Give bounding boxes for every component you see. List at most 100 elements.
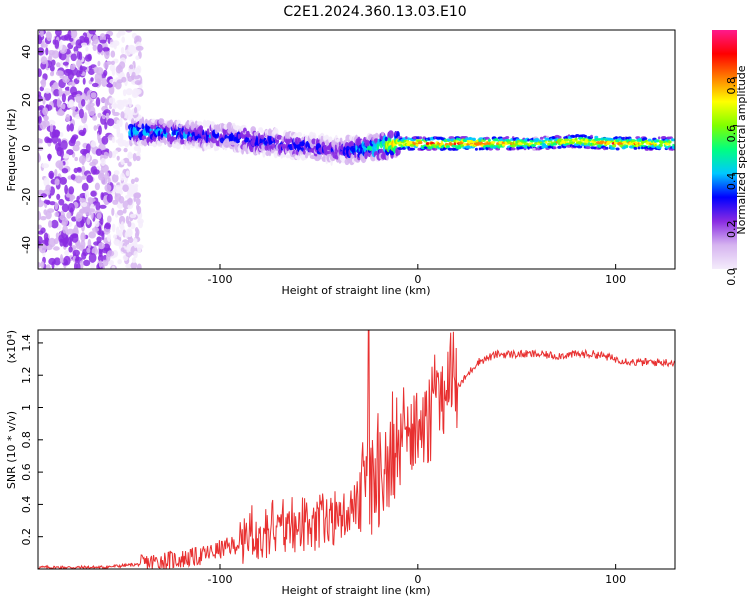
spectrogram-noise-cell bbox=[83, 112, 88, 122]
spectrogram-x-tick-label: 0 bbox=[414, 273, 421, 286]
spectrogram-noise-cell bbox=[76, 71, 81, 78]
spectrogram-ridge-cell bbox=[453, 142, 457, 146]
spectrogram-noise-cell bbox=[56, 109, 65, 116]
spectrogram-noise-cell bbox=[100, 217, 104, 226]
spectrogram-noise-cell bbox=[55, 232, 60, 239]
spectrogram-noise-cell bbox=[125, 106, 130, 115]
spectrogram-noise-cell bbox=[116, 103, 122, 109]
spectrogram-ridge-cell bbox=[474, 147, 478, 151]
spectrogram-noise-cell bbox=[111, 265, 116, 269]
spectrogram-noise-cell bbox=[127, 237, 134, 244]
spectrogram-ridge-cell bbox=[354, 151, 357, 158]
spectrogram-ridge-cell bbox=[496, 142, 500, 146]
spectrogram-noise-cell bbox=[117, 209, 124, 216]
spectrogram-ridge-cell bbox=[466, 145, 473, 149]
spectrogram-noise-cell bbox=[64, 184, 68, 195]
spectrogram-noise-cell bbox=[86, 174, 94, 184]
chart-title: C2E1.2024.360.13.03.E10 bbox=[283, 4, 466, 20]
spectrogram-noise-cell bbox=[40, 30, 44, 38]
spectrogram-noise-cell bbox=[97, 112, 102, 118]
spectrogram-x-ticks: -100 0 100 bbox=[208, 264, 626, 286]
spectrogram-noise-cell bbox=[83, 36, 90, 43]
spectrogram-noise-cell bbox=[104, 222, 112, 230]
spectrogram-ridge-cell bbox=[302, 149, 306, 155]
spectrogram-noise-cell bbox=[47, 138, 53, 144]
spectrogram-noise-cell bbox=[125, 170, 130, 177]
spectrogram-noise-cell bbox=[78, 129, 85, 136]
spectrogram-noise-cell bbox=[71, 233, 79, 243]
spectrogram-noise-cell bbox=[76, 262, 81, 269]
spectrogram-noise-cell bbox=[80, 232, 86, 242]
spectrogram-noise-cell bbox=[120, 159, 125, 165]
spectrogram-noise-cell bbox=[38, 115, 42, 124]
spectrogram-noise-cell bbox=[134, 106, 138, 114]
spectrogram-y-label: Frequency (Hz) bbox=[5, 109, 18, 192]
spectrogram-noise-cell bbox=[88, 252, 97, 263]
spectrogram-noise-cell bbox=[45, 264, 51, 269]
spectrogram-noise-cell bbox=[129, 64, 134, 70]
spectrogram-noise-cell bbox=[122, 208, 127, 214]
spectrogram-noise-cell bbox=[40, 216, 47, 221]
spectrogram-noise-cell bbox=[103, 61, 109, 69]
spectrogram-ridge-cell bbox=[585, 146, 591, 150]
spectrogram-ridge-cell bbox=[501, 143, 506, 147]
spectrogram-noise-cell bbox=[49, 124, 54, 133]
spectrogram-noise-cell bbox=[107, 215, 112, 224]
spectrogram-noise-cell bbox=[134, 185, 138, 193]
spectrogram-noise-cell bbox=[67, 202, 75, 213]
spectrogram-noise-cell bbox=[53, 89, 61, 97]
spectrogram-ridge-cell bbox=[387, 130, 394, 139]
spectrogram-y-tick-label: 20 bbox=[20, 93, 33, 107]
spectrogram-noise-cell bbox=[119, 215, 126, 225]
spectrogram-x-tick-label: 100 bbox=[605, 273, 626, 286]
spectrogram-noise-cell bbox=[97, 254, 104, 262]
spectrogram-noise-cell bbox=[93, 125, 98, 131]
spectrogram-noise-cell bbox=[93, 66, 99, 74]
colorbar-tick-label: 0.4 bbox=[725, 173, 738, 191]
colorbar-label: Normalized spectral amplitude bbox=[735, 65, 748, 234]
spectrogram-noise-cell bbox=[87, 196, 93, 203]
spectrogram-noise-cell bbox=[125, 122, 129, 131]
spectrogram-noise-cell bbox=[105, 112, 110, 119]
spectrogram-noise-cell bbox=[113, 170, 120, 176]
spectrogram-noise-cell bbox=[91, 82, 99, 88]
spectrogram-noise-cell bbox=[111, 223, 116, 233]
spectrogram-noise-cell bbox=[58, 198, 65, 206]
spectrogram-noise-cell bbox=[98, 242, 105, 250]
spectrogram-noise-cell bbox=[101, 114, 106, 120]
spectrogram-noise-cell bbox=[110, 50, 116, 58]
spectrogram-ridge-cell bbox=[633, 146, 638, 150]
spectrogram-ridge-cell bbox=[599, 140, 605, 144]
spectrogram-ridge-cell bbox=[273, 127, 279, 136]
spectrogram-ridge-cell bbox=[615, 147, 620, 151]
spectrogram-noise-cell bbox=[68, 186, 75, 195]
spectrogram-noise-cell bbox=[75, 241, 81, 250]
spectrogram-noise-cell bbox=[40, 43, 48, 48]
spectrogram-ridge-cell bbox=[472, 137, 476, 141]
spectrogram-ridge-cell bbox=[614, 136, 619, 140]
spectrogram-noise-cell bbox=[103, 227, 111, 235]
spectrogram-noise-cell bbox=[80, 239, 86, 250]
spectrogram-noise-cell bbox=[54, 169, 58, 177]
spectrogram-ridge-cell bbox=[557, 145, 562, 149]
colorbar: 0.0 0.2 0.4 0.6 0.8 Normalized spectral ampl… bbox=[712, 30, 748, 286]
spectrogram-noise-cell bbox=[129, 213, 137, 219]
spectrogram-ridge-cell bbox=[625, 144, 629, 148]
spectrogram-noise-cell bbox=[90, 92, 97, 99]
spectrogram-ridge-cell bbox=[237, 133, 241, 139]
spectrogram-ridge-cell bbox=[495, 138, 499, 141]
snr-y-tick-label: 0.2 bbox=[20, 528, 33, 546]
spectrogram-noise-cell bbox=[88, 30, 96, 35]
colorbar-tick-label: 0.2 bbox=[725, 220, 738, 238]
spectrogram-noise-cell bbox=[73, 224, 79, 235]
spectrogram-noise-cell bbox=[79, 197, 87, 203]
spectrogram-noise-cell bbox=[100, 192, 104, 201]
spectrogram-ridge-cell bbox=[425, 142, 430, 146]
spectrogram-noise-cell bbox=[44, 88, 51, 94]
spectrogram-noise-cell bbox=[74, 262, 78, 269]
spectrogram-noise-cell bbox=[126, 244, 130, 253]
spectrogram-ridge-cell bbox=[235, 139, 240, 144]
spectrogram-noise-cell bbox=[133, 88, 142, 95]
spectrogram-noise-cell bbox=[52, 129, 60, 138]
